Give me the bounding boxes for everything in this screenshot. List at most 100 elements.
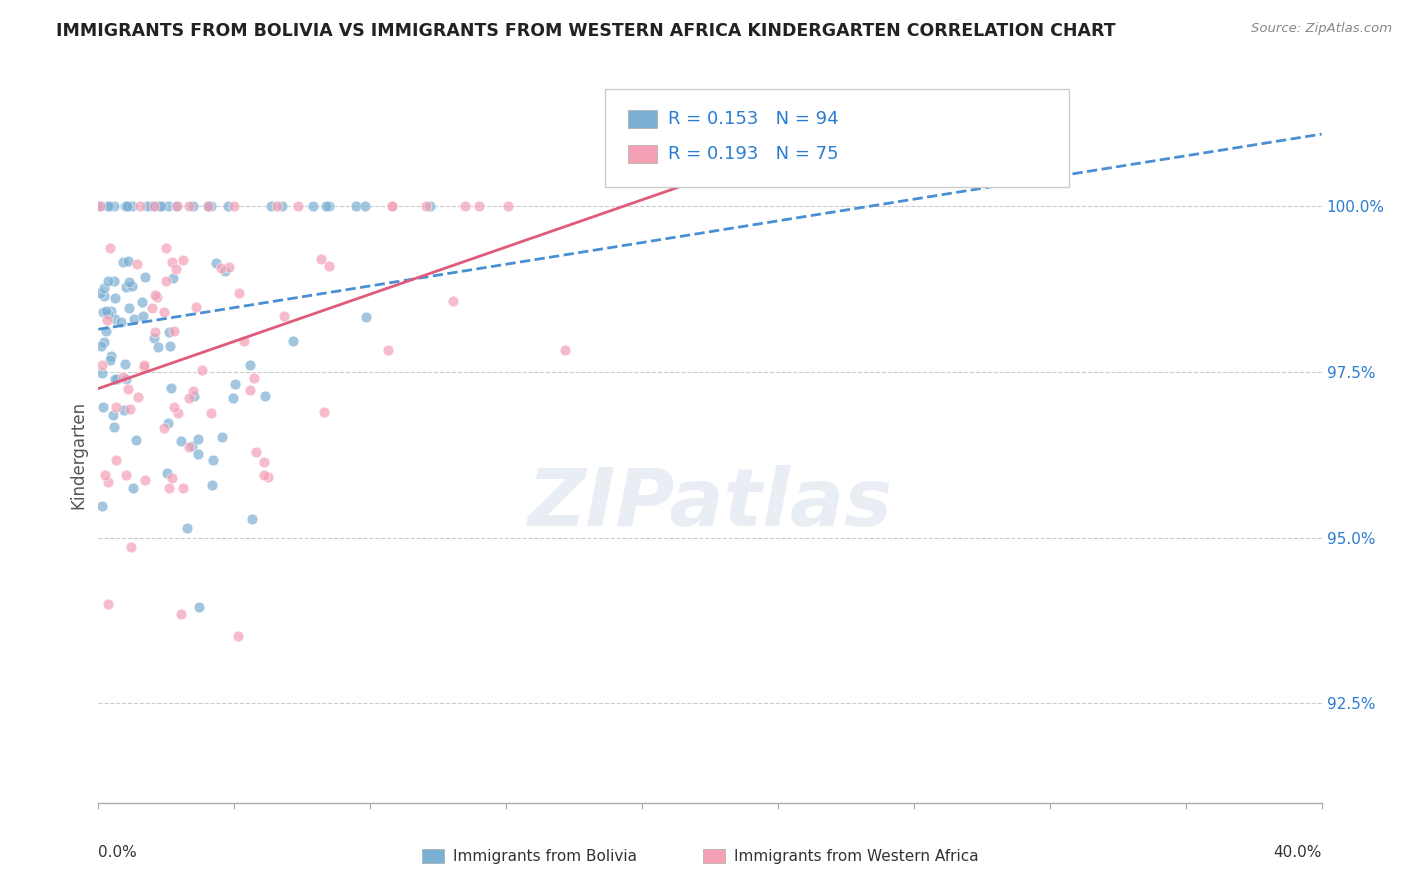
Point — [344, 199, 367, 213]
Point — [233, 334, 256, 348]
Text: Immigrants from Western Africa: Immigrants from Western Africa — [734, 849, 979, 863]
Point — [114, 199, 136, 213]
Point — [381, 199, 404, 213]
Point — [214, 264, 236, 278]
Point — [115, 468, 138, 483]
Point — [160, 254, 183, 268]
Point — [191, 362, 214, 376]
Point — [243, 371, 266, 385]
Point — [129, 199, 152, 213]
Point — [121, 279, 143, 293]
Point — [114, 357, 136, 371]
Text: R = 0.153   N = 94: R = 0.153 N = 94 — [668, 110, 838, 128]
Point — [187, 432, 209, 446]
Point — [157, 199, 180, 213]
Point — [145, 325, 167, 339]
Point — [181, 199, 204, 213]
Point — [94, 303, 117, 318]
Point — [160, 471, 183, 485]
Point — [287, 199, 309, 213]
Point — [201, 453, 224, 467]
Point — [498, 199, 520, 213]
Point — [253, 455, 276, 469]
Point — [143, 287, 166, 301]
Text: ZIPatlas: ZIPatlas — [527, 465, 893, 542]
Point — [148, 199, 170, 213]
Point — [181, 384, 204, 398]
Point — [224, 377, 246, 392]
Point — [179, 391, 201, 405]
Point — [97, 597, 120, 611]
Point — [110, 315, 132, 329]
Point — [103, 274, 125, 288]
Point — [152, 421, 174, 435]
Point — [120, 401, 142, 416]
Text: 0.0%: 0.0% — [98, 845, 138, 860]
Point — [104, 372, 127, 386]
Point — [143, 199, 166, 213]
Point — [142, 331, 165, 345]
Point — [162, 324, 184, 338]
Point — [205, 256, 228, 270]
Point — [93, 280, 115, 294]
Point — [94, 467, 117, 482]
Point — [146, 290, 169, 304]
Point — [103, 420, 125, 434]
Point — [127, 391, 149, 405]
Point — [134, 270, 156, 285]
Point — [166, 199, 188, 213]
Point — [257, 470, 280, 484]
Point — [98, 352, 121, 367]
Point — [104, 291, 127, 305]
Point — [200, 477, 222, 491]
Point — [104, 312, 127, 326]
Point — [183, 389, 205, 403]
Point — [381, 199, 404, 213]
Point — [139, 199, 162, 213]
Point — [100, 303, 122, 318]
Point — [318, 259, 340, 273]
Point — [97, 199, 120, 213]
Point — [468, 199, 491, 213]
Point — [91, 366, 114, 380]
Point — [197, 199, 219, 213]
Point — [111, 255, 134, 269]
Point — [177, 440, 200, 454]
Point — [315, 199, 337, 213]
Point — [159, 381, 181, 395]
Point — [143, 199, 166, 213]
Point — [148, 340, 170, 354]
Point — [118, 275, 141, 289]
Point — [312, 405, 335, 419]
Point — [377, 343, 399, 358]
Point — [165, 199, 187, 213]
Point — [259, 199, 281, 213]
Point — [188, 600, 211, 615]
Point — [165, 261, 187, 276]
Point — [96, 313, 118, 327]
Point — [172, 481, 194, 495]
Point — [97, 274, 120, 288]
Point — [253, 468, 276, 483]
Point — [184, 300, 207, 314]
Point — [132, 358, 155, 372]
Point — [172, 252, 194, 267]
Text: R = 0.193   N = 75: R = 0.193 N = 75 — [668, 145, 838, 163]
Point — [112, 403, 135, 417]
Point — [104, 401, 127, 415]
Point — [170, 434, 193, 448]
Text: Source: ZipAtlas.com: Source: ZipAtlas.com — [1251, 22, 1392, 36]
Point — [132, 359, 155, 374]
Point — [115, 279, 138, 293]
Point — [200, 407, 222, 421]
Point — [111, 370, 134, 384]
Point — [166, 406, 188, 420]
Text: IMMIGRANTS FROM BOLIVIA VS IMMIGRANTS FROM WESTERN AFRICA KINDERGARTEN CORRELATI: IMMIGRANTS FROM BOLIVIA VS IMMIGRANTS FR… — [56, 22, 1116, 40]
Point — [122, 481, 145, 495]
Point — [211, 260, 233, 275]
Point — [136, 199, 159, 213]
Point — [239, 359, 262, 373]
Point — [271, 199, 294, 213]
Point — [143, 199, 166, 213]
Point — [115, 199, 138, 213]
